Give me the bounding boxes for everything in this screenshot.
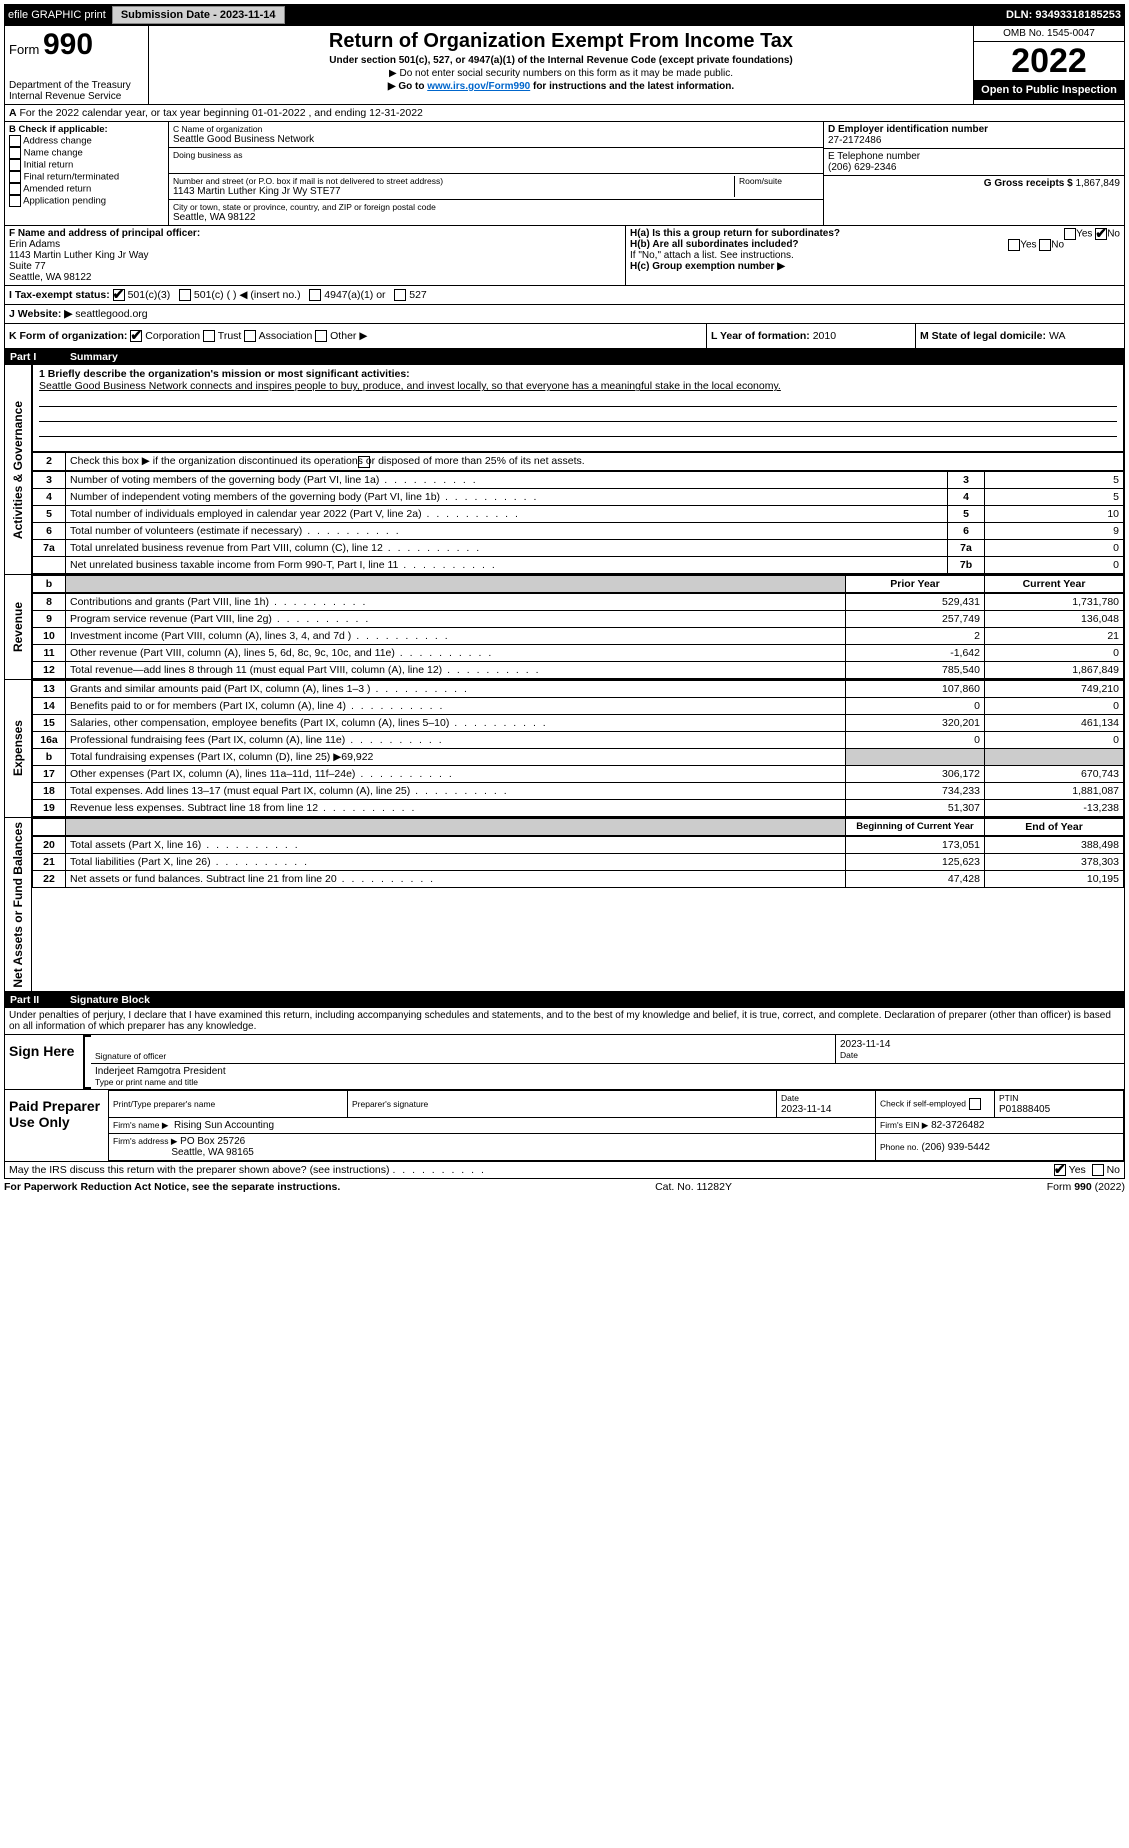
part-1-header: Part I Summary — [4, 349, 1125, 365]
revenue-row: 11Other revenue (Part VIII, column (A), … — [33, 644, 1124, 661]
mission-text: Seattle Good Business Network connects a… — [39, 380, 1117, 392]
website: seattlegood.org — [75, 308, 147, 320]
expense-row: 17Other expenses (Part IX, column (A), l… — [33, 765, 1124, 782]
discuss-yes[interactable] — [1054, 1164, 1066, 1176]
form-number: Form 990 — [9, 28, 144, 62]
sign-here-label: Sign Here — [5, 1035, 83, 1089]
tab-governance: Activities & Governance — [9, 397, 27, 543]
paid-preparer-label: Paid Preparer Use Only — [5, 1090, 108, 1161]
dept-label: Department of the Treasury — [9, 80, 144, 91]
net-row: 22Net assets or fund balances. Subtract … — [33, 870, 1124, 887]
gov-row: Net unrelated business taxable income fr… — [33, 556, 1124, 573]
form-header: Form 990 Department of the Treasury Inte… — [4, 26, 1125, 105]
part-2-header: Part II Signature Block — [4, 992, 1125, 1008]
section-b: B Check if applicable: Address change Na… — [5, 122, 169, 225]
gross-receipts: 1,867,849 — [1076, 178, 1121, 189]
state-domicile: WA — [1049, 330, 1066, 342]
activities-governance-section: Activities & Governance 1 Briefly descri… — [4, 365, 1125, 574]
form-title: Return of Organization Exempt From Incom… — [155, 30, 967, 53]
check-pending[interactable] — [9, 195, 21, 207]
ssn-note: ▶ Do not enter social security numbers o… — [155, 68, 967, 79]
revenue-row: 10Investment income (Part VIII, column (… — [33, 627, 1124, 644]
tab-revenue: Revenue — [9, 598, 27, 656]
omb-number: OMB No. 1545-0047 — [974, 26, 1124, 42]
check-address[interactable] — [9, 135, 21, 147]
check-501c3[interactable] — [113, 289, 125, 301]
city-state-zip: Seattle, WA 98122 — [173, 212, 819, 223]
section-c: C Name of organization Seattle Good Busi… — [169, 122, 823, 225]
gov-row: 4Number of independent voting members of… — [33, 488, 1124, 505]
revenue-row: 8Contributions and grants (Part VIII, li… — [33, 593, 1124, 610]
year-formation: 2010 — [813, 330, 836, 342]
dln: DLN: 93493318185253 — [1006, 9, 1121, 21]
tab-expenses: Expenses — [9, 716, 27, 780]
net-row: 21Total liabilities (Part X, line 26)125… — [33, 853, 1124, 870]
ptin: P01888405 — [999, 1104, 1050, 1115]
paid-preparer-block: Paid Preparer Use Only Print/Type prepar… — [4, 1090, 1125, 1162]
irs-link[interactable]: www.irs.gov/Form990 — [427, 81, 530, 92]
ein: 27-2172486 — [828, 135, 881, 146]
net-row: 20Total assets (Part X, line 16)173,0513… — [33, 836, 1124, 853]
line-a: A For the 2022 calendar year, or tax yea… — [4, 105, 1125, 122]
expense-row: 14Benefits paid to or for members (Part … — [33, 697, 1124, 714]
gov-row: 3Number of voting members of the governi… — [33, 471, 1124, 488]
check-initial[interactable] — [9, 159, 21, 171]
expense-row: 18Total expenses. Add lines 13–17 (must … — [33, 782, 1124, 799]
section-f-h: F Name and address of principal officer:… — [4, 226, 1125, 286]
check-amended[interactable] — [9, 183, 21, 195]
check-final[interactable] — [9, 171, 21, 183]
net-assets-section: Net Assets or Fund Balances Beginning of… — [4, 818, 1125, 993]
section-j: J Website: ▶ seattlegood.org — [4, 305, 1125, 324]
check-corp[interactable] — [130, 330, 142, 342]
expense-row: bTotal fundraising expenses (Part IX, co… — [33, 748, 1124, 765]
expenses-section: Expenses 13Grants and similar amounts pa… — [4, 680, 1125, 818]
check-group-no[interactable] — [1095, 228, 1107, 240]
gov-row: 5Total number of individuals employed in… — [33, 505, 1124, 522]
revenue-section: Revenue b Prior Year Current Year 8Contr… — [4, 575, 1125, 680]
firm-ein: 82-3726482 — [931, 1120, 984, 1131]
footer: For Paperwork Reduction Act Notice, see … — [4, 1179, 1125, 1195]
discuss-no[interactable] — [1092, 1164, 1104, 1176]
firm-phone: (206) 939-5442 — [922, 1142, 990, 1153]
topbar: efile GRAPHIC print Submission Date - 20… — [4, 4, 1125, 26]
mission-block: 1 Briefly describe the organization's mi… — [32, 365, 1124, 452]
governance-table: 2Check this box ▶ if the organization di… — [32, 452, 1124, 470]
sig-date: 2023-11-14 — [840, 1039, 1120, 1050]
section-k-l-m: K Form of organization: Corporation Trus… — [4, 324, 1125, 349]
revenue-row: 9Program service revenue (Part VIII, lin… — [33, 610, 1124, 627]
efile-label: efile GRAPHIC print — [8, 9, 106, 21]
section-f: F Name and address of principal officer:… — [5, 226, 626, 285]
firm-name: Rising Sun Accounting — [174, 1120, 274, 1131]
tab-net: Net Assets or Fund Balances — [9, 818, 27, 992]
penalties-text: Under penalties of perjury, I declare th… — [4, 1008, 1125, 1035]
gov-row: 7aTotal unrelated business revenue from … — [33, 539, 1124, 556]
expense-row: 19Revenue less expenses. Subtract line 1… — [33, 799, 1124, 816]
goto-note: ▶ Go to www.irs.gov/Form990 for instruct… — [155, 81, 967, 92]
section-b-through-g: B Check if applicable: Address change Na… — [4, 122, 1125, 226]
expense-row: 16aProfessional fundraising fees (Part I… — [33, 731, 1124, 748]
open-to-public: Open to Public Inspection — [974, 80, 1124, 100]
gov-row: 6Total number of volunteers (estimate if… — [33, 522, 1124, 539]
discuss-row: May the IRS discuss this return with the… — [4, 1162, 1125, 1179]
expense-row: 13Grants and similar amounts paid (Part … — [33, 680, 1124, 697]
check-name[interactable] — [9, 147, 21, 159]
street-address: 1143 Martin Luther King Jr Wy STE77 — [173, 186, 734, 197]
section-d-e-g: D Employer identification number 27-2172… — [823, 122, 1124, 225]
section-i: I Tax-exempt status: 501(c)(3) 501(c) ( … — [4, 286, 1125, 305]
expense-row: 15Salaries, other compensation, employee… — [33, 714, 1124, 731]
officer-name: Inderjeet Ramgotra President — [95, 1066, 1120, 1077]
submission-button[interactable]: Submission Date - 2023-11-14 — [112, 6, 285, 24]
org-name: Seattle Good Business Network — [173, 134, 819, 145]
section-h: H(a) Is this a group return for subordin… — [626, 226, 1124, 285]
tax-year: 2022 — [974, 42, 1124, 80]
telephone: (206) 629-2346 — [828, 162, 896, 173]
form-subtitle: Under section 501(c), 527, or 4947(a)(1)… — [155, 55, 967, 66]
irs-label: Internal Revenue Service — [9, 91, 144, 102]
revenue-row: 12Total revenue—add lines 8 through 11 (… — [33, 661, 1124, 678]
sign-here-block: Sign Here Signature of officer 2023-11-1… — [4, 1035, 1125, 1090]
